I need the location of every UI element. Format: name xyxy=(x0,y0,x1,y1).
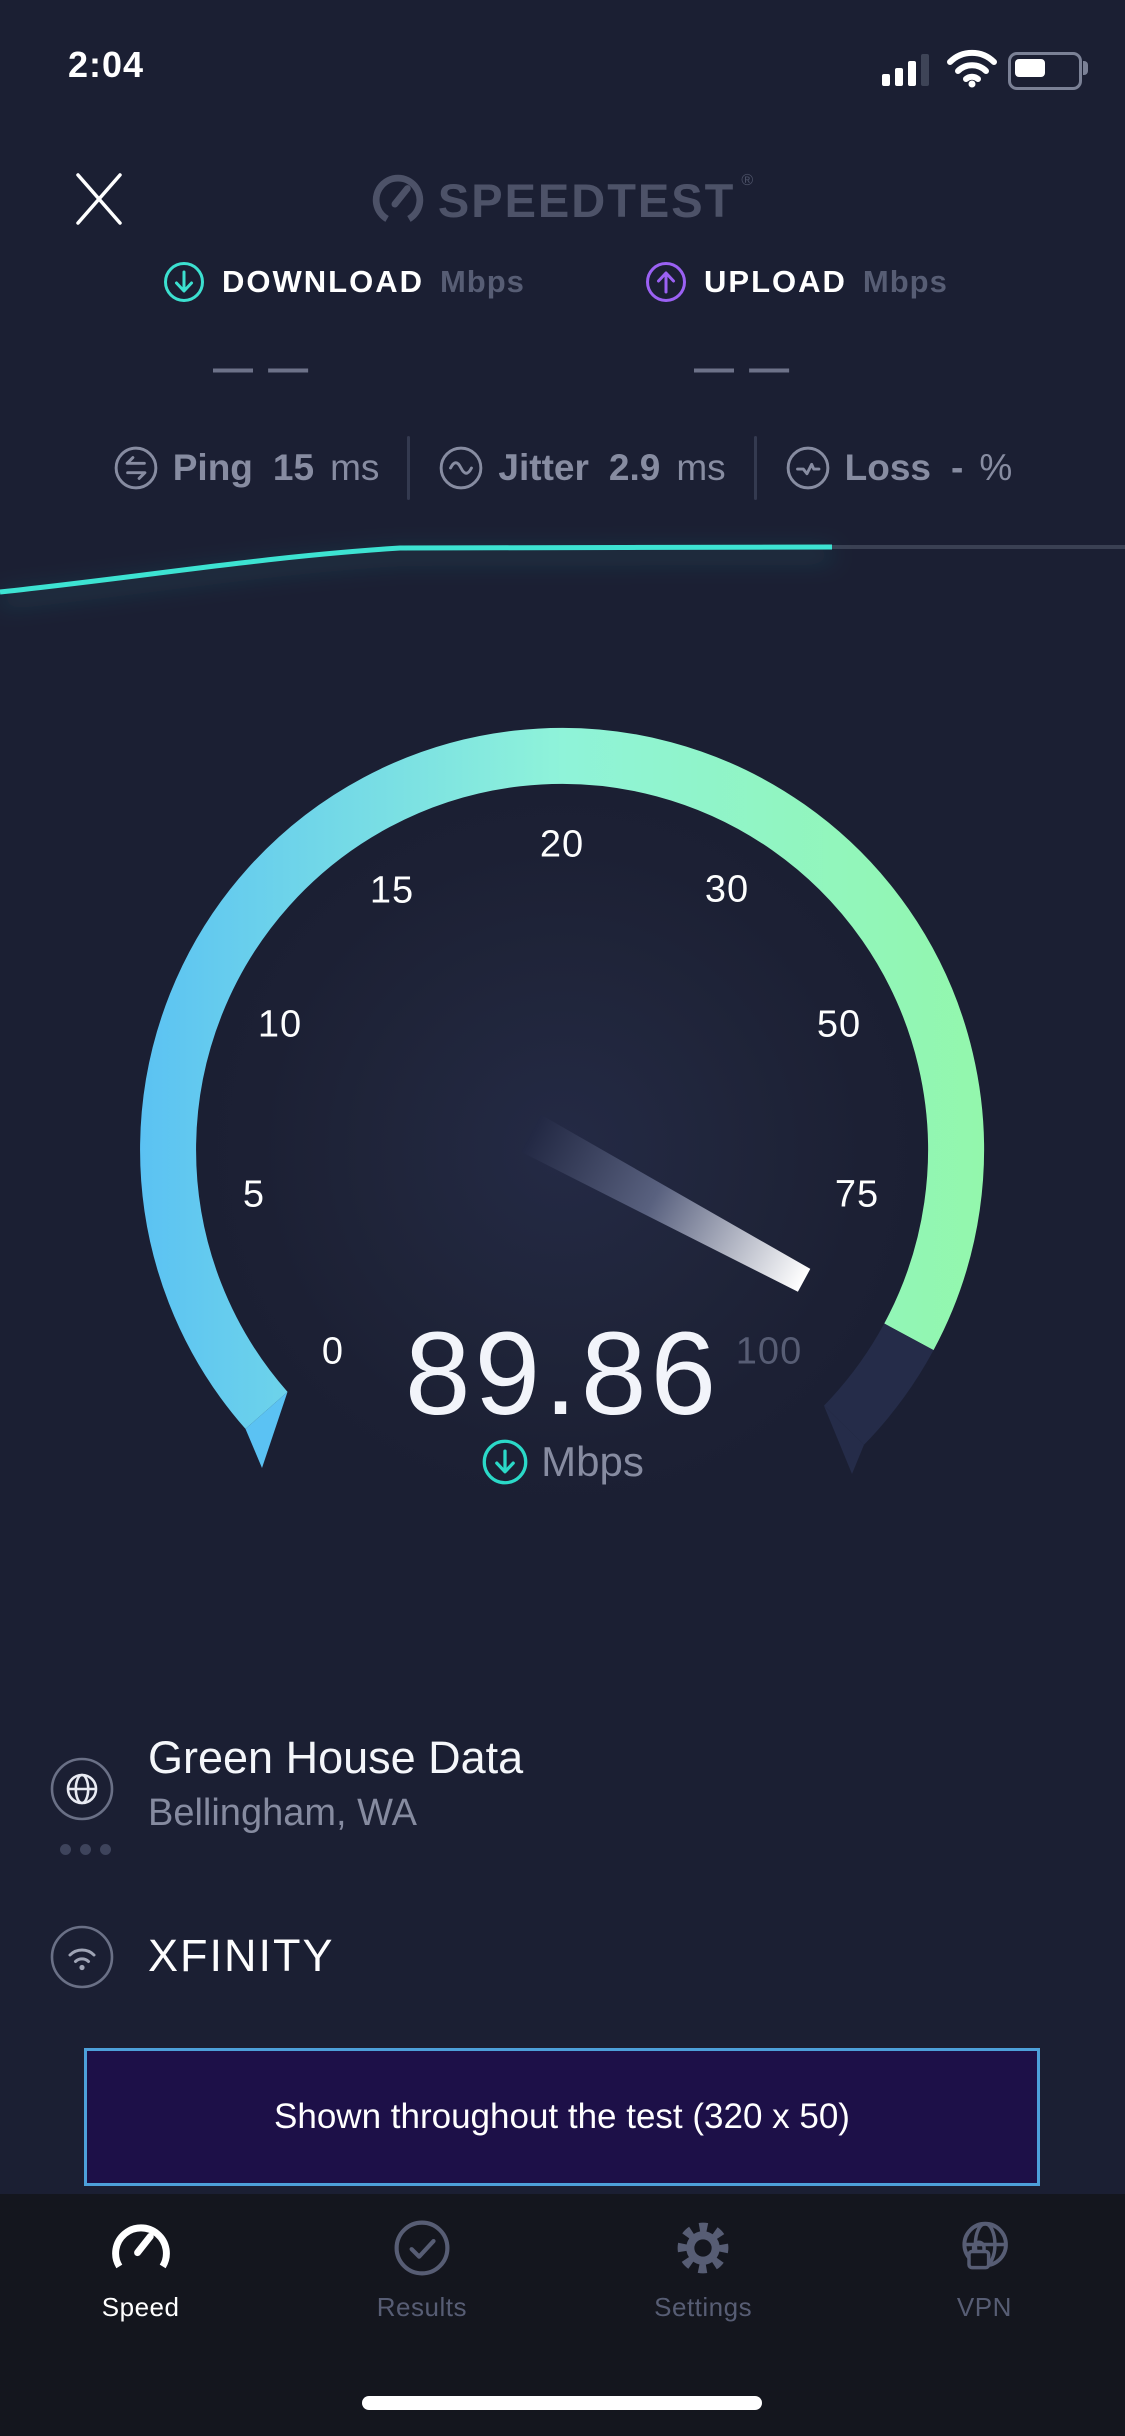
gauge-arc-fill xyxy=(140,727,985,1429)
server-name: Green House Data xyxy=(148,1732,524,1783)
download-unit: Mbps xyxy=(439,264,525,299)
jitter-icon xyxy=(440,446,483,490)
status-time: 2:04 xyxy=(68,44,145,85)
server-globe-icon xyxy=(50,1757,114,1821)
loss-metric: Loss - % xyxy=(785,445,1013,491)
loss-label: Loss xyxy=(844,447,932,488)
tab-speed-label: Speed xyxy=(101,2292,180,2322)
ping-icon xyxy=(114,446,158,490)
isp-wifi-icon xyxy=(50,1925,114,1989)
gauge-tick-5: 5 xyxy=(242,1173,266,1216)
gauge-arc-end-tip xyxy=(823,1405,864,1474)
server-options-button[interactable] xyxy=(60,1844,111,1855)
upload-value-placeholder: — — xyxy=(694,346,792,390)
tab-results[interactable]: Results xyxy=(281,2194,562,2436)
server-location: Bellingham, WA xyxy=(148,1792,417,1834)
speedtest-logo-icon xyxy=(372,174,424,222)
tab-settings-label: Settings xyxy=(654,2292,753,2322)
download-value-placeholder: — — xyxy=(213,346,311,390)
logo-reg-mark: ® xyxy=(741,172,754,189)
latency-row: Ping 15 ms Jitter 2.9 ms Loss - % xyxy=(0,436,1125,500)
gauge-tick-75: 75 xyxy=(834,1173,880,1216)
results-tab-icon xyxy=(394,2220,450,2276)
gauge-arc-start-tip xyxy=(245,1391,288,1468)
jitter-unit: ms xyxy=(676,447,726,488)
gauge-needle xyxy=(521,1114,811,1292)
download-label: DOWNLOAD xyxy=(222,264,424,299)
upload-header: UPLOAD Mbps xyxy=(644,258,948,306)
upload-icon xyxy=(646,262,686,302)
close-button[interactable] xyxy=(70,168,128,230)
ping-label: Ping xyxy=(172,447,253,488)
separator xyxy=(407,436,411,500)
loss-icon xyxy=(786,446,829,490)
ping-metric: Ping 15 ms xyxy=(113,445,380,491)
loss-value: - xyxy=(951,447,964,488)
vpn-tab-icon xyxy=(962,2221,1009,2270)
gauge-tick-30: 30 xyxy=(704,868,750,911)
gauge-tick-20: 20 xyxy=(539,823,585,866)
speed-unit-label: Mbps xyxy=(541,1438,644,1485)
tab-bar: Speed Results Settings VPN xyxy=(0,2194,1125,2436)
battery-icon xyxy=(1008,52,1082,90)
tab-settings[interactable]: Settings xyxy=(563,2194,844,2436)
wifi-status-icon xyxy=(947,49,997,88)
ping-unit: ms xyxy=(330,447,380,488)
speedtest-logo: SPEEDTEST ® xyxy=(0,168,1125,232)
settings-tab-icon xyxy=(677,2222,729,2274)
download-unit-icon xyxy=(482,1439,528,1485)
gauge-tick-0: 0 xyxy=(321,1330,345,1373)
jitter-metric: Jitter 2.9 ms xyxy=(438,445,726,491)
download-progress-line xyxy=(0,544,1125,595)
logo-text: SPEEDTEST xyxy=(437,173,736,227)
home-indicator[interactable] xyxy=(362,2396,762,2410)
gauge-tick-50: 50 xyxy=(816,1003,862,1046)
speed-tab-icon xyxy=(111,2224,170,2269)
ping-value: 15 xyxy=(272,447,315,488)
tab-vpn[interactable]: VPN xyxy=(844,2194,1125,2436)
ad-banner-text: Shown throughout the test (320 x 50) xyxy=(274,2097,850,2136)
download-speed-value: 89.86 xyxy=(404,1308,721,1440)
tab-vpn-label: VPN xyxy=(956,2292,1012,2322)
gauge-tick-15: 15 xyxy=(369,869,415,912)
separator xyxy=(753,436,757,500)
gauge-arc-remainder xyxy=(823,1323,934,1445)
cellular-signal-icon xyxy=(882,52,938,86)
jitter-value: 2.9 xyxy=(608,447,661,488)
download-header: DOWNLOAD Mbps xyxy=(162,258,525,306)
battery-nub xyxy=(1083,61,1088,75)
isp-name: XFINITY xyxy=(148,1930,335,1981)
gauge-tick-10: 10 xyxy=(257,1003,303,1046)
loss-unit: % xyxy=(979,447,1013,488)
tab-results-label: Results xyxy=(376,2292,467,2322)
download-speed-unit-row: Mbps xyxy=(0,1438,1125,1486)
gauge-tick-100: 100 xyxy=(735,1330,803,1373)
upload-unit: Mbps xyxy=(862,264,948,299)
jitter-label: Jitter xyxy=(498,447,589,488)
download-icon xyxy=(164,262,204,302)
tab-speed[interactable]: Speed xyxy=(0,2194,281,2436)
ad-banner[interactable]: Shown throughout the test (320 x 50) xyxy=(84,2048,1040,2186)
upload-label: UPLOAD xyxy=(704,264,847,299)
